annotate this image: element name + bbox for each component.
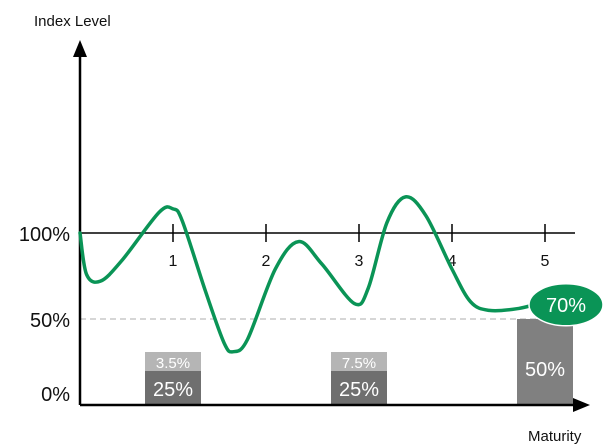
y-axis-title: Index Level <box>34 13 111 30</box>
y-ticks: 100% 50% 0% <box>19 224 70 406</box>
x-axis-arrowhead <box>573 398 590 412</box>
x-tick-label: 4 <box>448 253 457 270</box>
coupon-box: 7.5% 25% <box>331 352 387 405</box>
y-tick-label: 0% <box>41 384 70 406</box>
y-axis-arrowhead <box>73 40 87 57</box>
coupon-box-layer: 3.5% 25% 7.5% 25% 50% <box>145 319 573 405</box>
callout-layer: 70% <box>528 283 604 327</box>
y-tick-label: 100% <box>19 224 70 246</box>
coupon-box-top <box>331 352 387 371</box>
final-level-label: 70% <box>546 295 586 317</box>
coupon-box-value-label: 25% <box>153 379 193 401</box>
x-tick-label: 3 <box>355 253 364 270</box>
coupon-box-top <box>145 352 201 371</box>
coupon-box: 3.5% 25% <box>145 352 201 405</box>
redemption-box <box>517 319 573 405</box>
x-axis-title: Maturity <box>528 428 582 444</box>
axes <box>73 40 590 412</box>
coupon-box-value <box>145 371 201 405</box>
redemption-box-label: 50% <box>525 359 565 381</box>
coupon-box-value <box>331 371 387 405</box>
coupon-box-value-label: 25% <box>339 379 379 401</box>
x-tick-label: 5 <box>541 253 550 270</box>
series-layer <box>78 195 547 354</box>
x-tick-label: 1 <box>169 253 178 270</box>
x-tick-label: 2 <box>262 253 271 270</box>
coupon-box-top-label: 7.5% <box>342 355 376 372</box>
index-level-line <box>78 195 547 354</box>
coupon-box: 50% <box>517 319 573 405</box>
coupon-box-top-label: 3.5% <box>156 355 190 372</box>
x-ticks: 1 2 3 4 5 <box>169 224 550 270</box>
y-tick-label: 50% <box>30 310 70 332</box>
final-level-callout <box>528 283 604 327</box>
